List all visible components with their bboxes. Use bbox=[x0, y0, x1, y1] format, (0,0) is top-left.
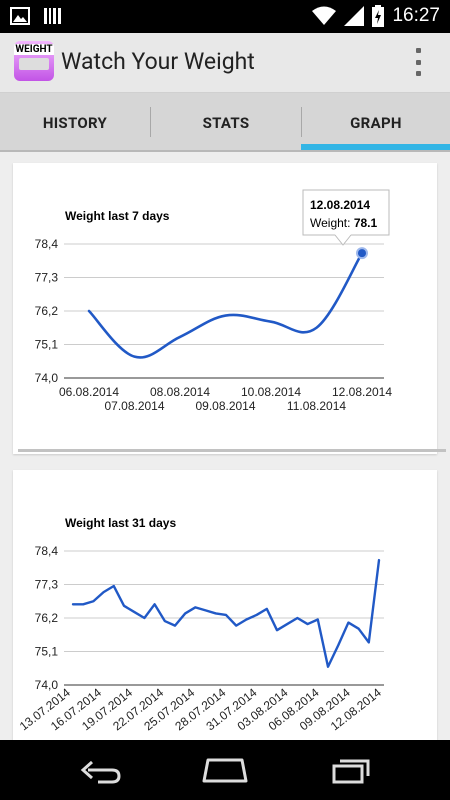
recent-apps-icon[interactable] bbox=[330, 756, 374, 784]
y-tick-label: 74,0 bbox=[35, 678, 59, 692]
action-bar: WEIGHT Watch Your Weight bbox=[0, 33, 450, 93]
x-tick-label: 11.08.2014 bbox=[287, 399, 346, 413]
x-tick-label: 07.08.2014 bbox=[104, 399, 164, 413]
y-tick-label: 76,2 bbox=[35, 304, 59, 318]
tab-history-label: HISTORY bbox=[42, 113, 108, 132]
chart-card-7-days: Weight last 7 days 78,4 77,3 76,2 75,1 74,0 … bbox=[13, 163, 446, 454]
tooltip-label: Weight: bbox=[310, 216, 354, 230]
tooltip-value-row: Weight: 78.1 bbox=[310, 216, 377, 230]
tab-stats-label: STATS bbox=[202, 113, 250, 132]
weight-chart-31-days[interactable]: Weight last 31 days 78,4 77,3 76,2 75,1 74,0… bbox=[13, 470, 437, 760]
app-logo-text: WEIGHT bbox=[14, 44, 54, 55]
tab-graph-label: GRAPH bbox=[350, 113, 402, 132]
tooltip-date: 12.08.2014 bbox=[310, 198, 370, 212]
data-tooltip: 12.08.2014 Weight: 78.1 bbox=[302, 189, 390, 246]
x-tick-label: 08.08.2014 bbox=[150, 385, 210, 399]
tab-divider bbox=[150, 107, 151, 137]
tab-history[interactable]: HISTORY bbox=[0, 93, 150, 152]
wifi-icon bbox=[312, 6, 337, 25]
chart-card-31-days: Weight last 31 days 78,4 77,3 76,2 75,1 74,0… bbox=[13, 470, 437, 760]
y-tick-label: 77,3 bbox=[35, 271, 59, 285]
card-divider bbox=[18, 449, 446, 452]
image-icon bbox=[10, 7, 30, 25]
x-tick-label: 12.08.2014 bbox=[332, 385, 392, 399]
overflow-menu-icon[interactable] bbox=[414, 48, 422, 76]
tab-graph[interactable]: GRAPH bbox=[302, 93, 450, 152]
series-line bbox=[71, 558, 381, 668]
tab-stats[interactable]: STATS bbox=[151, 93, 301, 152]
tooltip-value: 78.1 bbox=[354, 216, 378, 230]
tab-bar: HISTORY STATS GRAPH bbox=[0, 93, 450, 152]
tab-selected-indicator bbox=[301, 144, 450, 150]
status-bar: 16:27 bbox=[0, 0, 450, 33]
x-tick-label: 09.08.2014 bbox=[195, 399, 255, 413]
y-tick-label: 77,3 bbox=[35, 578, 59, 592]
x-tick-label: 06.08.2014 bbox=[59, 385, 119, 399]
weight-chart-7-days[interactable]: Weight last 7 days 78,477,376,275,174,0 … bbox=[13, 163, 437, 454]
x-tick-label: 10.08.2014 bbox=[241, 385, 301, 399]
y-tick-label: 78,4 bbox=[35, 237, 59, 251]
series-line bbox=[87, 251, 364, 359]
barcode-icon bbox=[44, 8, 61, 24]
app-logo-icon[interactable]: WEIGHT bbox=[14, 41, 54, 81]
y-tick-label: 78,4 bbox=[35, 544, 59, 558]
y-tick-label: 76,2 bbox=[35, 611, 59, 625]
battery-charging-icon bbox=[372, 5, 385, 27]
home-icon[interactable] bbox=[200, 757, 250, 783]
chart-title: Weight last 7 days bbox=[65, 209, 170, 223]
status-time: 16:27 bbox=[392, 5, 440, 26]
y-tick-label: 75,1 bbox=[35, 338, 59, 352]
chart-title: Weight last 31 days bbox=[65, 516, 176, 530]
scale-icon bbox=[19, 58, 49, 70]
app-title: Watch Your Weight bbox=[61, 48, 255, 75]
tab-divider bbox=[301, 107, 302, 137]
y-tick-label: 75,1 bbox=[35, 645, 59, 659]
y-tick-label: 74,0 bbox=[35, 371, 59, 385]
navigation-bar bbox=[0, 740, 450, 800]
back-icon[interactable] bbox=[78, 758, 122, 784]
signal-icon bbox=[344, 6, 365, 26]
selected-point[interactable] bbox=[356, 247, 368, 260]
tab-bar-border bbox=[0, 150, 450, 152]
